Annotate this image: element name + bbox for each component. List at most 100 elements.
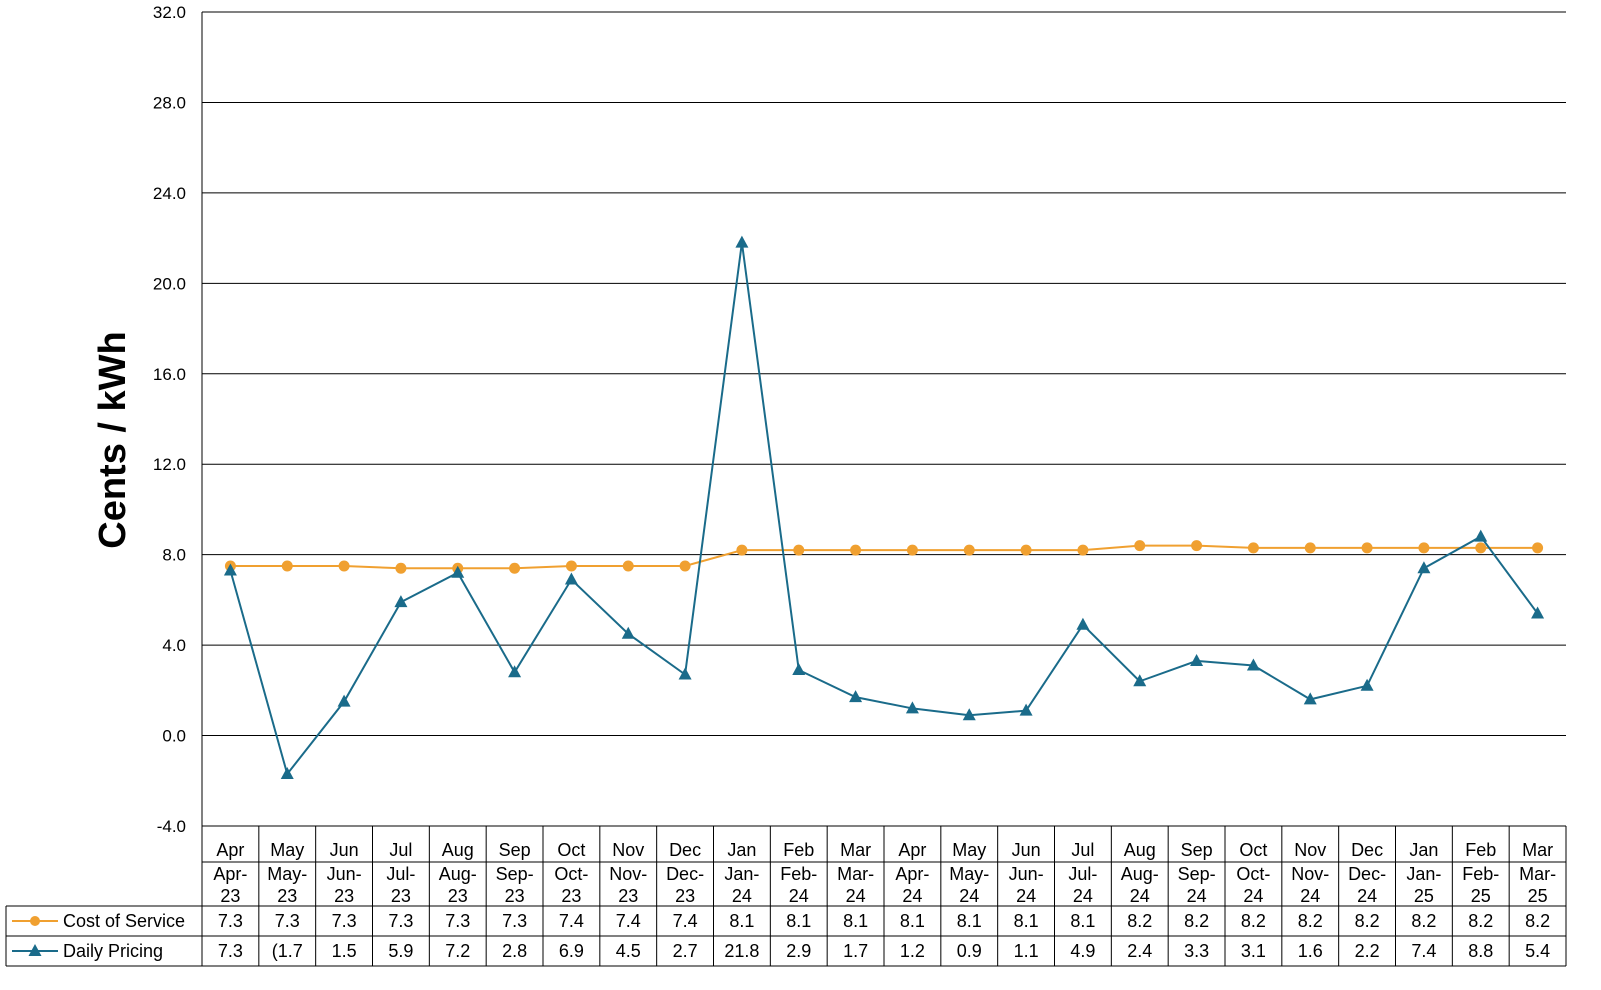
x-tick-label: Jul- [1068,864,1097,884]
data-label: 8.2 [1298,911,1323,931]
data-point [395,562,407,574]
x-tick-label: 25 [1414,886,1434,906]
series-line-cost-of-service [230,544,1538,570]
x-tick-label: 23 [505,886,525,906]
y-tick-label: 20.0 [153,274,186,293]
data-point [678,667,692,680]
data-point [1020,544,1032,556]
data-label: 1.5 [332,941,357,961]
x-tick-label: 24 [846,886,866,906]
y-tick-label: 4.0 [162,636,186,655]
x-tick-label: Oct- [554,864,588,884]
x-tick-label: Jan- [724,864,759,884]
data-label: 8.2 [1411,911,1436,931]
data-label: 8.1 [900,911,925,931]
data-point [1246,658,1260,671]
data-label: 7.3 [218,941,243,961]
x-tick-label: Nov [1294,840,1326,860]
data-label: 7.4 [673,911,698,931]
data-label: 8.2 [1184,911,1209,931]
data-point [1303,692,1317,705]
legend-marker [30,916,40,926]
x-tick-label: Nov [612,840,644,860]
data-label: 21.8 [724,941,759,961]
data-point [394,595,408,608]
x-tick-label: Sep [499,840,531,860]
data-point [281,560,293,572]
data-table: AprApr-23MayMay-23JunJun-23JulJul-23AugA… [5,825,1567,967]
data-label: 3.3 [1184,941,1209,961]
data-point [736,544,748,556]
x-tick-label: 24 [1243,886,1263,906]
x-tick-label: 23 [448,886,468,906]
x-tick-label: 24 [1300,886,1320,906]
x-tick-label: Oct [1239,840,1267,860]
x-tick-label: Dec [669,840,701,860]
data-point [849,690,863,703]
data-point [1191,540,1203,552]
data-label: 1.7 [843,941,868,961]
x-tick-label: Aug- [439,864,477,884]
data-label: 8.8 [1468,941,1493,961]
data-label: 7.3 [275,911,300,931]
x-tick-label: May- [949,864,989,884]
data-label: 8.2 [1355,911,1380,931]
data-label: 2.4 [1127,941,1152,961]
data-label: 7.3 [388,911,413,931]
x-tick-label: 23 [334,886,354,906]
data-point [1077,544,1089,556]
x-tick-label: 25 [1528,886,1548,906]
data-label: 8.1 [1014,911,1039,931]
data-label: 8.1 [786,911,811,931]
data-point [1531,606,1545,619]
data-label: 7.3 [502,911,527,931]
series-line-daily-pricing [229,242,1539,777]
x-tick-label: 24 [732,886,752,906]
data-label: 7.4 [559,911,584,931]
data-label: 7.3 [445,911,470,931]
x-tick-label: Nov- [609,864,647,884]
x-tick-label: Sep- [496,864,534,884]
data-label: 7.2 [445,941,470,961]
x-tick-label: Dec [1351,840,1383,860]
data-label: 8.2 [1525,911,1550,931]
data-point [1304,542,1316,554]
data-label: 4.9 [1070,941,1095,961]
x-tick-label: 24 [789,886,809,906]
x-tick-label: Mar- [837,864,874,884]
data-label: 1.6 [1298,941,1323,961]
x-tick-label: Apr [898,840,926,860]
x-tick-label: Feb [783,840,814,860]
x-tick-label: May- [267,864,307,884]
x-tick-label: 24 [902,886,922,906]
data-label: 8.1 [729,911,754,931]
x-tick-label: Oct [557,840,585,860]
x-tick-label: 23 [618,886,638,906]
x-tick-label: 24 [1130,886,1150,906]
data-label: 2.2 [1355,941,1380,961]
x-tick-label: 23 [561,886,581,906]
data-label: 8.2 [1127,911,1152,931]
legend-marker [28,944,42,956]
data-point [905,701,919,714]
data-label: 8.1 [843,911,868,931]
x-tick-label: 24 [959,886,979,906]
data-label: 2.9 [786,941,811,961]
x-tick-label: Aug [1124,840,1156,860]
data-label: 1.2 [900,941,925,961]
x-tick-label: 25 [1471,886,1491,906]
data-label: 2.7 [673,941,698,961]
data-point [451,565,465,578]
data-label: 1.1 [1014,941,1039,961]
x-tick-label: Dec- [1348,864,1386,884]
y-axis-label: Cents / kWh [92,331,134,548]
x-tick-label: Apr [216,840,244,860]
x-tick-label: Mar- [1519,864,1556,884]
data-label: 3.1 [1241,941,1266,961]
x-tick-label: Dec- [666,864,704,884]
plot-area [223,235,1545,779]
data-point [963,544,975,556]
data-label: 2.8 [502,941,527,961]
x-tick-label: Sep [1181,840,1213,860]
x-tick-label: Oct- [1236,864,1270,884]
